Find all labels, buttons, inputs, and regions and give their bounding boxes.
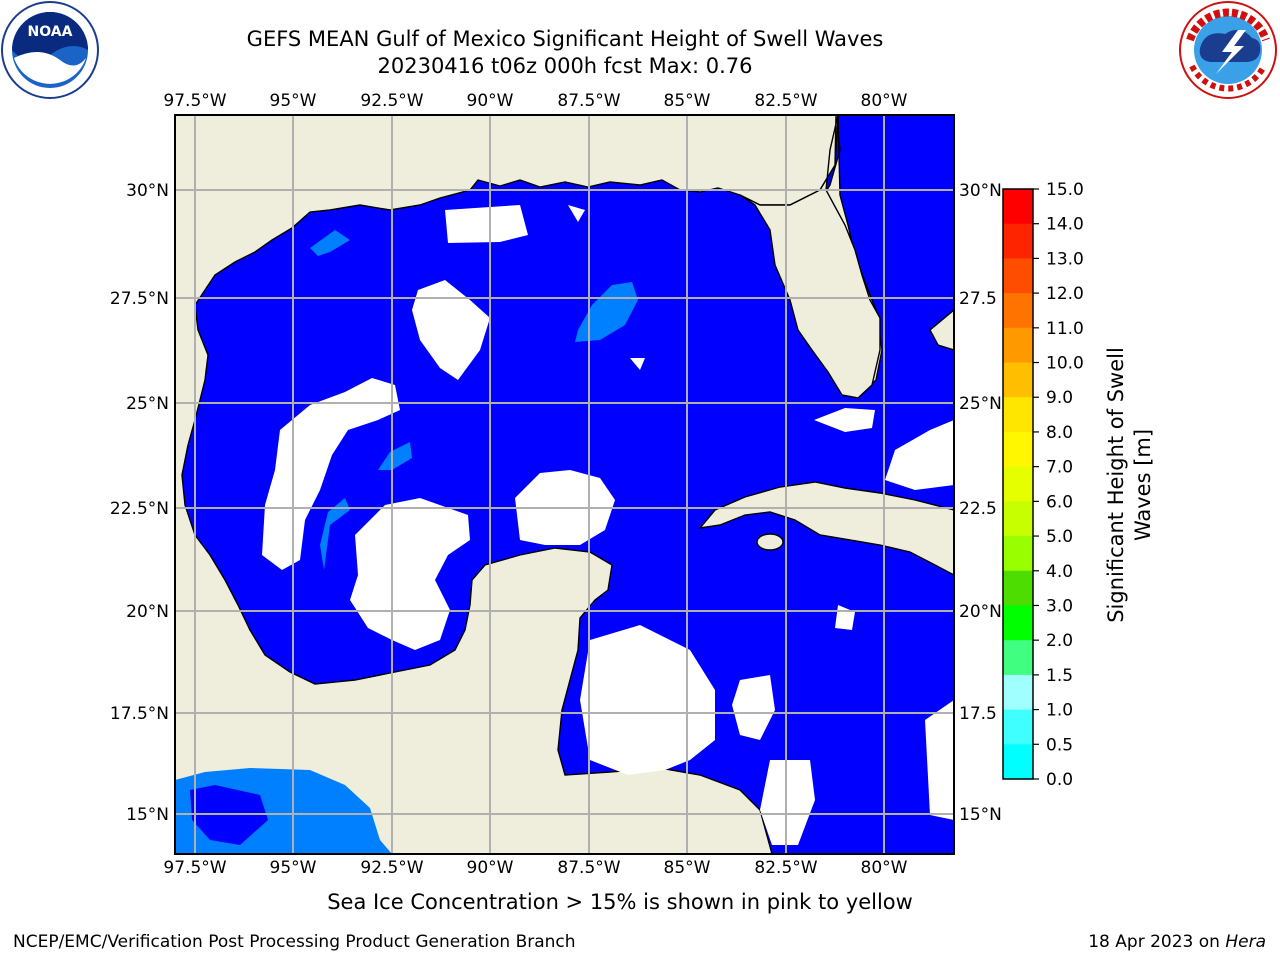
colorbar-tick-label: 2.0 xyxy=(1046,631,1073,651)
colorbar-tick-label: 14.0 xyxy=(1046,215,1084,235)
lon-label: 92.5°W xyxy=(360,858,423,878)
colorbar-segment xyxy=(1003,223,1033,259)
lat-label: 25°N xyxy=(126,394,169,414)
chart-subtitle: 20230416 t06z 000h fcst Max: 0.76 xyxy=(377,54,753,78)
colorbar-tick-label: 0.5 xyxy=(1046,735,1073,755)
chart-title: GEFS MEAN Gulf of Mexico Significant Hei… xyxy=(246,27,884,51)
lat-labels-right: 30°N 27.5 25°N 22.5 20°N 17.5 15°N xyxy=(959,181,1002,825)
colorbar-segment xyxy=(1003,709,1033,745)
lat-label: 22.5 xyxy=(959,499,997,519)
colorbar-segment xyxy=(1003,640,1033,676)
lat-label: 27.5 xyxy=(959,289,997,309)
colorbar-tick-label: 9.0 xyxy=(1046,388,1073,408)
lat-label: 15°N xyxy=(959,805,1002,825)
lon-label: 87.5°W xyxy=(557,858,620,878)
nws-logo xyxy=(1179,1,1277,99)
lon-label: 97.5°W xyxy=(163,91,226,111)
lon-label: 90°W xyxy=(467,858,514,878)
lon-label: 80°W xyxy=(861,91,908,111)
credit-text: NCEP/EMC/Verification Post Processing Pr… xyxy=(13,932,576,952)
colorbar-tick-label: 1.5 xyxy=(1046,666,1073,686)
lon-label: 97.5°W xyxy=(163,858,226,878)
colorbar-tick-label: 11.0 xyxy=(1046,319,1084,339)
lat-label: 17.5 xyxy=(959,704,997,724)
lat-label: 27.5°N xyxy=(110,289,169,309)
host-text: Hera xyxy=(1225,932,1266,952)
colorbar-tick-label: 8.0 xyxy=(1046,423,1073,443)
map-frame xyxy=(174,114,955,855)
colorbar-tick-label: 1.0 xyxy=(1046,701,1073,721)
colorbar: 15.0 14.0 13.0 12.0 11.0 10.0 9.0 8.0 7.0 6.0 5.0 4… xyxy=(1002,180,1084,790)
lat-labels-left: 30°N 27.5°N 25°N 22.5°N 20°N 17.5°N 15°N xyxy=(110,181,169,825)
colorbar-segment xyxy=(1003,397,1033,433)
colorbar-segment xyxy=(1003,327,1033,364)
lat-label: 20°N xyxy=(126,602,169,622)
map-panel xyxy=(175,115,954,854)
lat-label: 15°N xyxy=(126,805,169,825)
lat-label: 17.5°N xyxy=(110,704,169,724)
noaa-logo: NOAA xyxy=(1,1,99,99)
datestamp: 18 Apr 2023 on Hera xyxy=(1088,932,1266,952)
lon-label: 90°W xyxy=(467,91,514,111)
colorbar-segment xyxy=(1003,189,1033,225)
lat-label: 30°N xyxy=(959,181,1002,201)
isle-of-youth xyxy=(756,533,784,551)
colorbar-frame xyxy=(1002,188,1034,780)
colorbar-segment xyxy=(1003,293,1033,329)
colorbar-segment xyxy=(1003,674,1033,711)
colorbar-segment xyxy=(1003,605,1033,641)
lon-label: 95°W xyxy=(270,858,317,878)
colorbar-segment xyxy=(1003,744,1033,780)
bahamas-land xyxy=(929,309,954,351)
colorbar-segment xyxy=(1003,536,1033,572)
colorbar-tick-label: 13.0 xyxy=(1046,249,1084,269)
sea-ice-note-text: Sea Ice Concentration > 15% is shown in … xyxy=(327,890,913,914)
lon-label: 82.5°W xyxy=(754,858,817,878)
sea-ice-note: Sea Ice Concentration > 15% is shown in … xyxy=(0,890,1280,914)
florida-land xyxy=(739,115,954,399)
colorbar-segment xyxy=(1003,466,1033,502)
lon-label: 95°W xyxy=(270,91,317,111)
colorbar-tick-label: 10.0 xyxy=(1046,354,1084,374)
date-text: 18 Apr 2023 on xyxy=(1088,932,1226,952)
colorbar-tick-label: 5.0 xyxy=(1046,527,1073,547)
lon-label: 82.5°W xyxy=(754,91,817,111)
colorbar-tick-label: 12.0 xyxy=(1046,284,1084,304)
lat-label: 22.5°N xyxy=(110,499,169,519)
colorbar-tick-label: 3.0 xyxy=(1046,596,1073,616)
colorbar-segment xyxy=(1003,501,1033,537)
colorbar-label-line2: Waves [m] xyxy=(1131,429,1155,541)
no-data-regions xyxy=(262,205,954,845)
lon-labels-bottom: 97.5°W 95°W 92.5°W 90°W 87.5°W 85°W 82.5… xyxy=(163,858,907,878)
colorbar-tick-label: 7.0 xyxy=(1046,458,1073,478)
colorbar-segment xyxy=(1003,362,1033,398)
lon-label: 85°W xyxy=(664,858,711,878)
lon-labels-top: 97.5°W 95°W 92.5°W 90°W 87.5°W 85°W 82.5… xyxy=(163,91,907,111)
colorbar-tick-label: 4.0 xyxy=(1046,562,1073,582)
noaa-logo-text: NOAA xyxy=(28,24,73,40)
colorbar-segment xyxy=(1003,431,1033,468)
colorbar-label-line1: Significant Height of Swell xyxy=(1104,347,1128,623)
lat-label: 30°N xyxy=(126,181,169,201)
lon-label: 80°W xyxy=(861,858,908,878)
lat-label: 25°N xyxy=(959,394,1002,414)
colorbar-segment xyxy=(1003,570,1033,606)
colorbar-tick-label: 6.0 xyxy=(1046,492,1073,512)
lat-label: 20°N xyxy=(959,602,1002,622)
lon-label: 87.5°W xyxy=(557,91,620,111)
colorbar-tick-label: 0.0 xyxy=(1046,770,1073,790)
colorbar-tick-label: 15.0 xyxy=(1046,180,1084,200)
lon-label: 92.5°W xyxy=(360,91,423,111)
lon-label: 85°W xyxy=(664,91,711,111)
colorbar-segment xyxy=(1003,258,1033,294)
graticule xyxy=(175,115,954,854)
